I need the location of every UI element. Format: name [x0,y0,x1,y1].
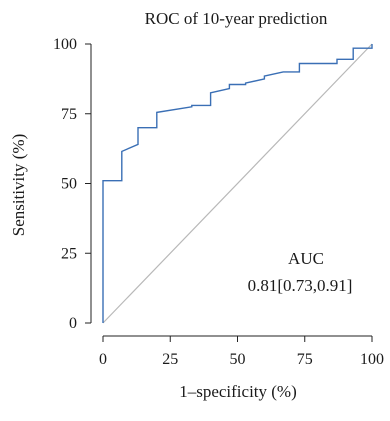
y-axis-ticks: 0 25 50 75 100 [53,36,91,332]
y-axis-label: Sensitivity (%) [9,134,28,236]
auc-value: 0.81[0.73,0.91] [248,276,353,295]
x-axis-ticks: 0 25 50 75 100 [99,336,384,368]
roc-curve [102,44,373,323]
y-tick-label: 75 [61,106,77,123]
x-tick-label: 50 [230,351,246,368]
y-tick-label: 0 [69,315,77,332]
x-tick-label: 100 [360,351,384,368]
reference-diagonal [102,43,373,324]
plot-area: 0 25 50 75 100 0 25 50 75 100 [53,36,384,368]
y-tick-label: 100 [53,36,77,53]
x-axis-label: 1–specificity (%) [179,382,297,401]
y-tick-label: 25 [61,245,77,262]
x-tick-label: 75 [297,351,313,368]
chart-title: ROC of 10-year prediction [145,9,328,28]
x-tick-label: 0 [99,351,107,368]
series-layer [102,43,373,324]
y-tick-label: 50 [61,176,77,193]
x-tick-label: 25 [162,351,178,368]
auc-label: AUC [288,249,324,268]
